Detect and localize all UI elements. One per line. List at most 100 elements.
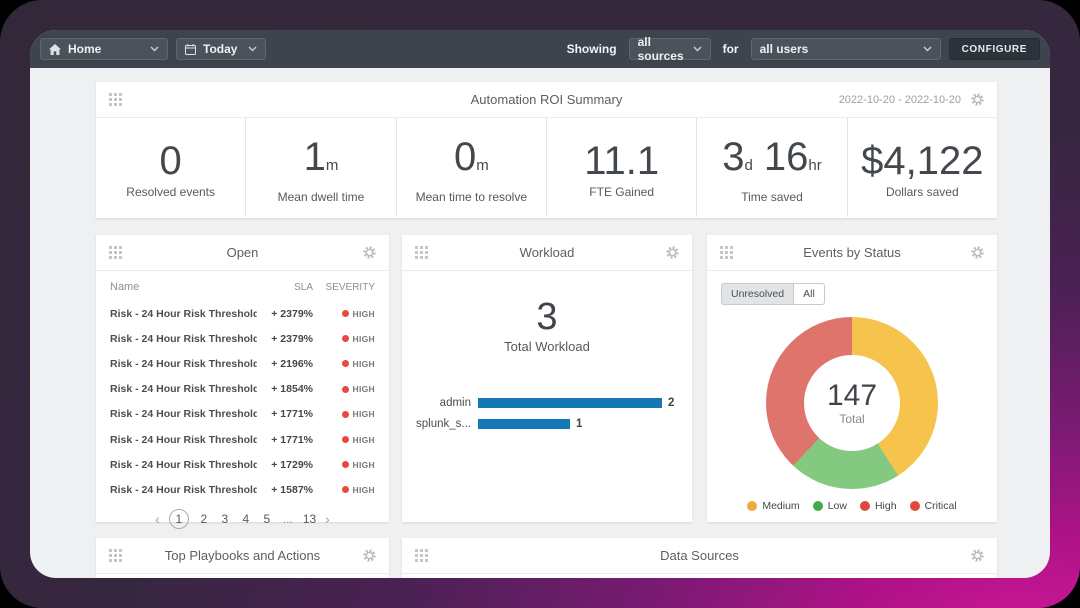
table-row[interactable]: Risk - 24 Hour Risk Threshold Exceeded -… xyxy=(110,427,375,452)
workload-total-value: 3 xyxy=(536,296,558,338)
pagination-prev-icon[interactable]: ‹ xyxy=(155,510,160,527)
drag-handle-icon[interactable] xyxy=(415,246,428,259)
gear-icon[interactable] xyxy=(970,245,985,260)
home-dropdown[interactable]: Home xyxy=(40,38,168,60)
drag-handle-icon[interactable] xyxy=(415,549,428,562)
severity-label: HIGH xyxy=(352,459,375,470)
legend-item-critical[interactable]: Critical xyxy=(909,500,957,512)
severity-label: HIGH xyxy=(352,409,375,420)
metric-number: 1 xyxy=(303,134,326,179)
pagination-page[interactable]: 13 xyxy=(302,511,317,526)
event-severity: HIGH xyxy=(313,359,375,369)
table-row[interactable]: Risk - 24 Hour Risk Threshold Exceeded -… xyxy=(110,351,375,376)
event-name: Risk - 24 Hour Risk Threshold Exceeded -… xyxy=(110,483,257,496)
panel-header: Events by Status xyxy=(707,235,997,271)
pagination: ‹ 1 2 3 4 5... 13 › xyxy=(110,508,375,529)
panel-data-sources: Data Sources xyxy=(402,538,997,578)
roi-metric: 0m Mean time to resolve xyxy=(397,118,547,217)
metric-number: 0 xyxy=(159,139,182,183)
gear-icon[interactable] xyxy=(362,548,377,563)
for-label: for xyxy=(722,42,739,56)
chevron-down-icon xyxy=(923,46,932,52)
users-dropdown[interactable]: all users xyxy=(750,38,941,60)
pagination-page[interactable]: 3 xyxy=(221,511,229,526)
panel-header: Workload xyxy=(402,235,692,271)
metric-label: Dollars saved xyxy=(885,185,959,199)
event-sla: + 1771% xyxy=(271,433,313,446)
event-name: Risk - 24 Hour Risk Threshold Exceeded -… xyxy=(110,332,257,345)
toggle-unresolved[interactable]: Unresolved xyxy=(721,283,794,305)
severity-label: HIGH xyxy=(352,333,375,344)
legend-dot-icon xyxy=(859,501,870,511)
event-name: Risk - 24 Hour Risk Threshold Exceeded -… xyxy=(110,458,257,471)
pagination-page[interactable]: 2 xyxy=(200,511,208,526)
panel-title: Top Playbooks and Actions xyxy=(164,548,321,563)
table-row[interactable]: Risk - 24 Hour Risk Threshold Exceeded -… xyxy=(110,326,375,351)
table-row[interactable]: Risk - 24 Hour Risk Threshold Exceeded -… xyxy=(110,377,375,402)
dashboard-content: Automation ROI Summary 2022-10-20 - 2022… xyxy=(30,68,1050,578)
legend-item-low[interactable]: Low xyxy=(812,500,847,512)
event-severity: HIGH xyxy=(313,485,375,495)
panel-workload: Workload 3 Total Workload admin 2 splunk_s… xyxy=(402,235,692,522)
sources-dropdown[interactable]: all sources xyxy=(628,35,711,63)
drag-handle-icon[interactable] xyxy=(109,246,122,259)
toggle-all[interactable]: All xyxy=(793,283,825,305)
bar[interactable] xyxy=(478,418,570,429)
metric-number: 0 xyxy=(453,134,477,179)
calendar-icon xyxy=(185,43,196,55)
gear-icon[interactable] xyxy=(970,548,985,563)
gear-icon[interactable] xyxy=(665,245,680,260)
showing-label: Showing xyxy=(566,42,617,56)
date-range-dropdown[interactable]: Today xyxy=(176,38,266,60)
workload-total: 3 Total Workload xyxy=(402,297,692,354)
panel-title: Open xyxy=(226,245,259,260)
drag-handle-icon[interactable] xyxy=(720,246,733,259)
panel-open-events: Open Name SLA SEVERITY Risk - 24 Hour Ri… xyxy=(96,235,389,529)
event-name: Risk - 24 Hour Risk Threshold Exceeded -… xyxy=(110,357,257,370)
legend-dot-icon xyxy=(747,501,758,511)
metric-value: 11.1 xyxy=(584,140,659,182)
table-row[interactable]: Risk - 24 Hour Risk Threshold Exceeded -… xyxy=(110,402,375,427)
panel-header: Open xyxy=(96,235,389,271)
bar-category-label: splunk_s... xyxy=(416,417,471,430)
drag-handle-icon[interactable] xyxy=(109,93,122,106)
table-row[interactable]: Risk - 24 Hour Risk Threshold Exceeded -… xyxy=(110,301,375,326)
event-sla: + 2379% xyxy=(271,332,313,345)
table-row[interactable]: Risk - 24 Hour Risk Threshold Exceeded -… xyxy=(110,452,375,477)
event-name: Risk - 24 Hour Risk Threshold Exceeded -… xyxy=(110,307,257,320)
table-header-row: Name SLA SEVERITY xyxy=(110,273,375,301)
panel-header: Automation ROI Summary 2022-10-20 - 2022… xyxy=(96,82,997,118)
event-name: Risk - 24 Hour Risk Threshold Exceeded -… xyxy=(110,433,257,446)
bar[interactable] xyxy=(478,397,662,408)
pagination-next-icon[interactable]: › xyxy=(325,510,330,527)
pagination-page[interactable]: 5 xyxy=(263,511,271,526)
event-name: Risk - 24 Hour Risk Threshold Exceeded -… xyxy=(110,383,257,396)
events-total-value: 147 xyxy=(826,378,878,412)
severity-dot-icon xyxy=(341,461,349,469)
metric-value: 1m xyxy=(304,136,339,187)
drag-handle-icon[interactable] xyxy=(109,549,122,562)
legend-item-medium[interactable]: Medium xyxy=(747,500,800,512)
roi-metric: $4,122 Dollars saved xyxy=(848,118,997,217)
date-range-value: Today xyxy=(203,42,238,56)
top-toolbar: Home Today Showing all sources for all u… xyxy=(30,30,1050,68)
configure-button[interactable]: CONFIGURE xyxy=(948,38,1040,60)
pagination-page[interactable]: 1 xyxy=(168,508,189,529)
event-severity: HIGH xyxy=(313,409,375,419)
severity-label: HIGH xyxy=(352,484,375,495)
pagination-page[interactable]: 4 xyxy=(242,511,250,526)
table-row[interactable]: Risk - 24 Hour Risk Threshold Exceeded -… xyxy=(110,477,375,502)
severity-dot-icon xyxy=(341,335,349,343)
severity-dot-icon xyxy=(341,410,349,418)
event-sla: + 2196% xyxy=(271,357,313,370)
panel-title: Workload xyxy=(519,245,575,260)
gear-icon[interactable] xyxy=(970,92,985,107)
severity-label: HIGH xyxy=(352,384,375,395)
chevron-down-icon xyxy=(248,46,257,52)
legend-item-high[interactable]: High xyxy=(859,500,897,512)
roi-metric: 1m Mean dwell time xyxy=(246,118,397,217)
panel-header: Top Playbooks and Actions xyxy=(96,538,389,574)
severity-label: HIGH xyxy=(352,434,375,445)
gear-icon[interactable] xyxy=(362,245,377,260)
roi-metric: 11.1 FTE Gained xyxy=(547,118,698,217)
